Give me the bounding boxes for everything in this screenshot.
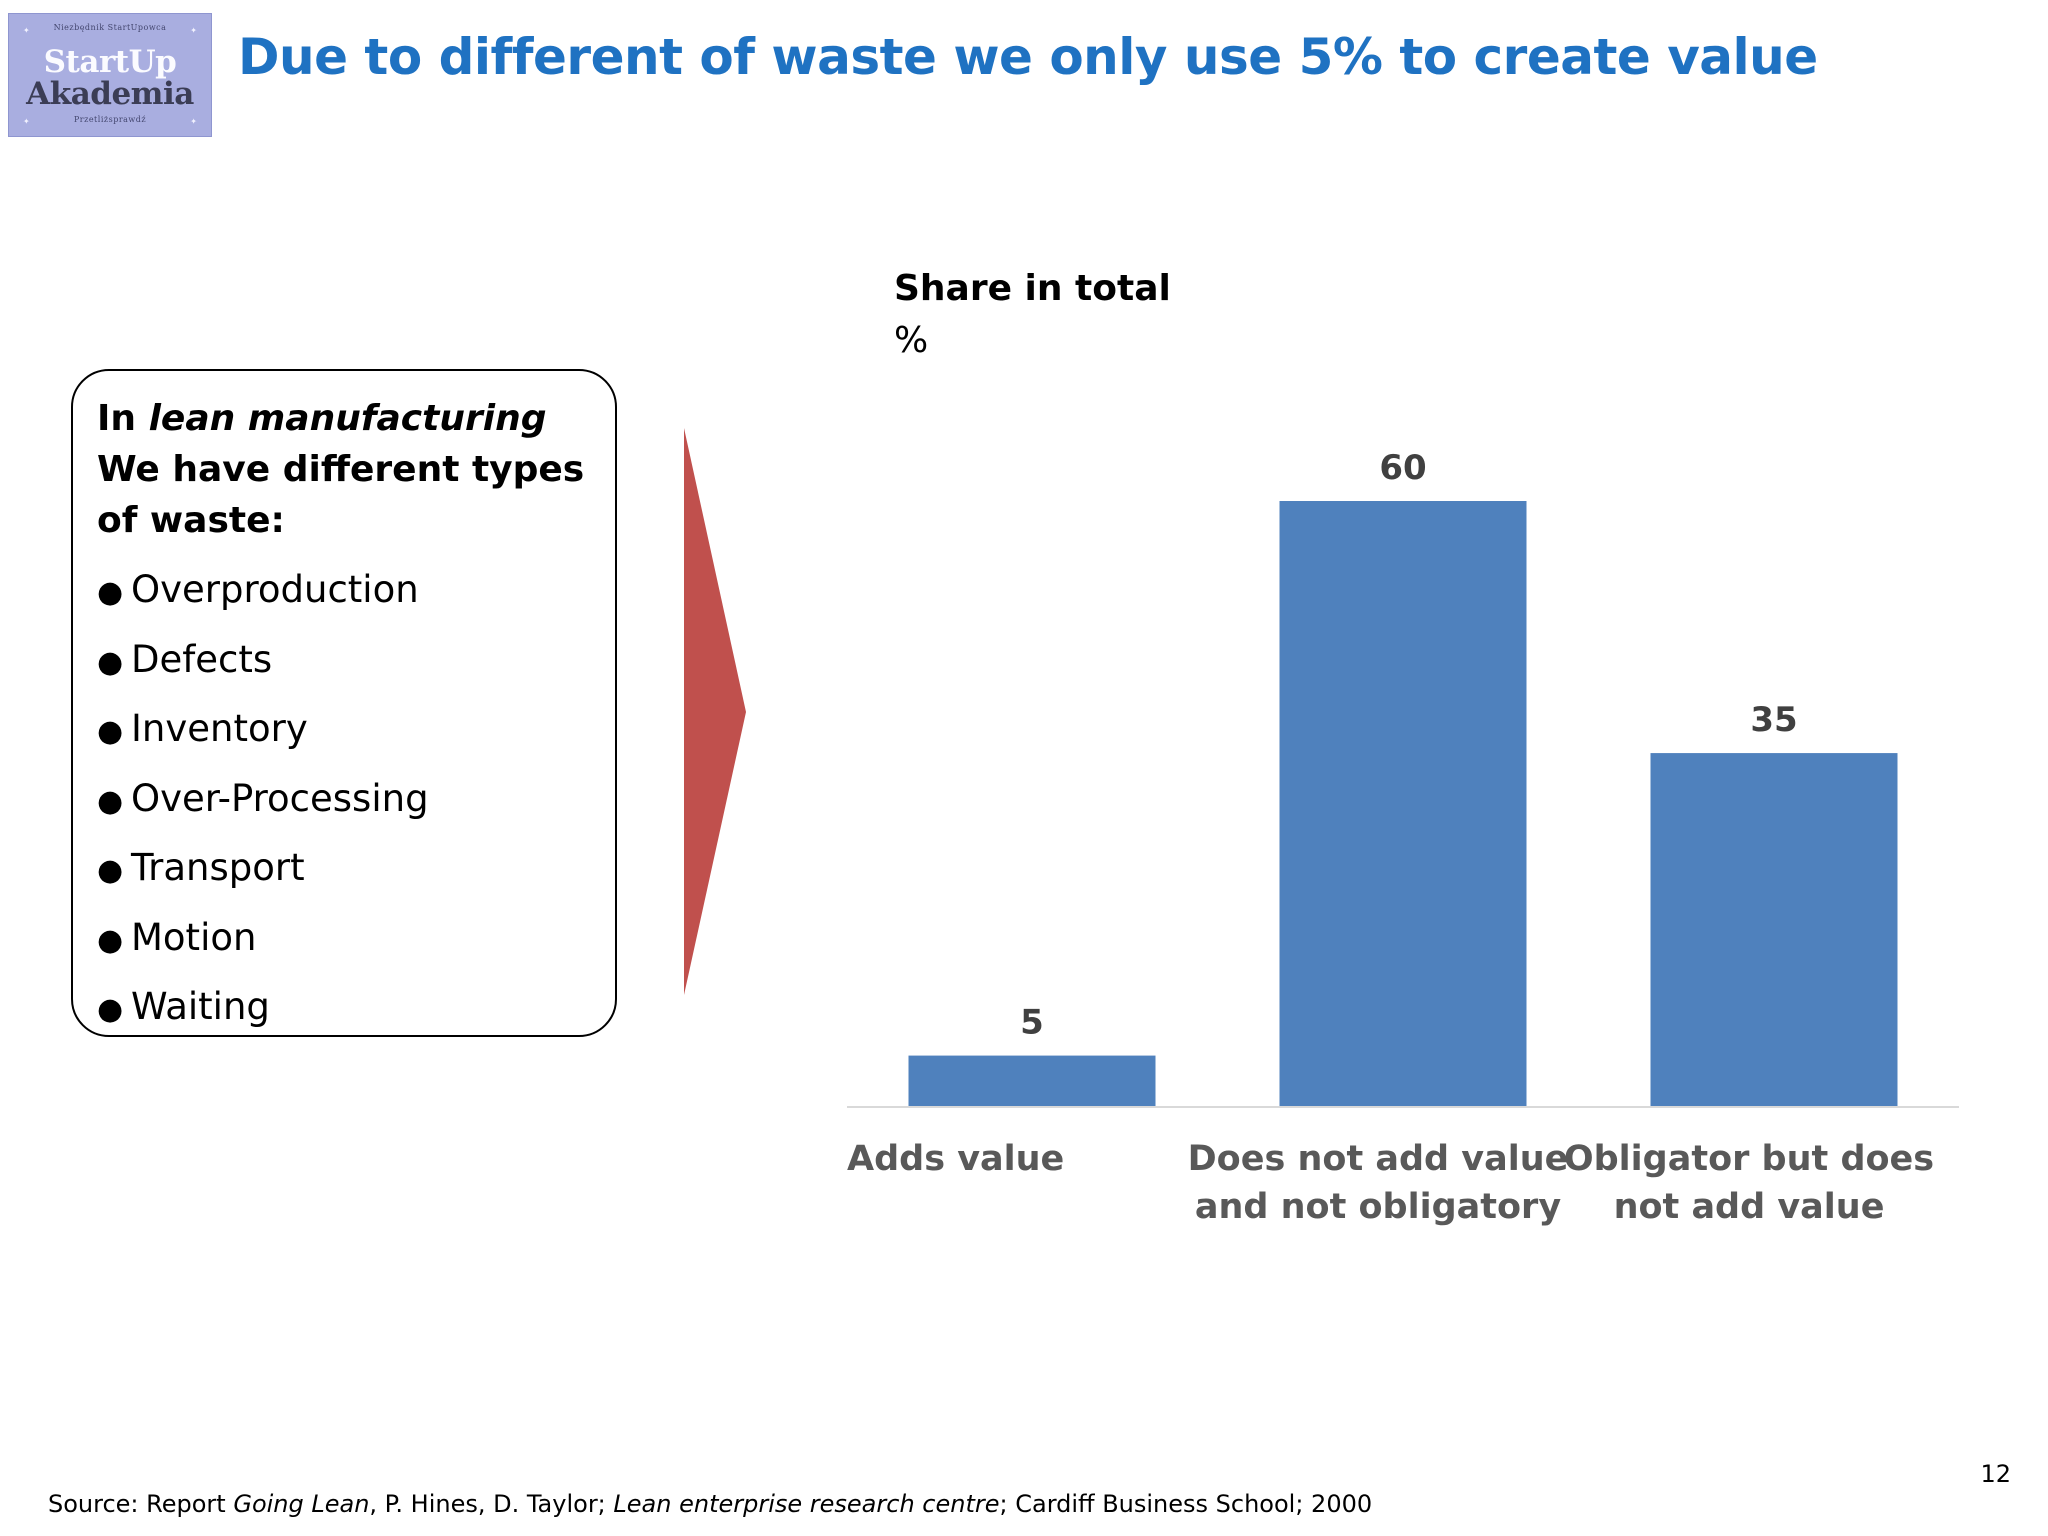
bar-series: 5 Adds value 60 Does not add value and not o…: [847, 448, 1934, 1227]
waste-list-item: ● Overproduction: [97, 557, 429, 627]
logo-star-icon: ✦: [190, 26, 197, 35]
bullet-icon: ●: [97, 783, 124, 819]
source-authors: , P. Hines, D. Taylor;: [369, 1490, 614, 1518]
waste-list-item: ● Motion: [97, 905, 429, 975]
bar-3: [1650, 753, 1898, 1106]
waste-item-label: Motion: [131, 915, 257, 959]
startup-akademia-logo: ✦ ✦ ✦ ✦ Niezbędnik StartUpowca StartUp A…: [8, 13, 212, 137]
bar-1: [908, 1055, 1156, 1106]
slide-title: Due to different of waste we only use 5%…: [238, 28, 1818, 86]
x-tick-label: Obligator but does: [1564, 1139, 1934, 1179]
source-centre: Lean enterprise research centre: [613, 1490, 1000, 1518]
waste-types-box: In lean manufacturing We have different …: [71, 369, 617, 1037]
waste-item-label: Waiting: [131, 985, 270, 1028]
bullet-icon: ●: [97, 853, 124, 888]
source-citation: Source: Report Going Lean, P. Hines, D. …: [48, 1490, 1372, 1518]
bar-2: [1279, 501, 1527, 1106]
bullet-icon: ●: [97, 714, 124, 749]
logo-star-icon: ✦: [23, 26, 30, 35]
source-prefix: Source: Report: [48, 1490, 234, 1518]
source-school: ; Cardiff Business School; 2000: [999, 1490, 1373, 1518]
waste-list-item: ● Waiting: [97, 974, 429, 1044]
chevron-arrow-icon: [684, 428, 746, 995]
chart-unit: %: [894, 320, 928, 361]
logo-tagline: Niezbędnik StartUpowca: [53, 23, 167, 32]
waste-item-label: Over-Processing: [131, 776, 429, 820]
waste-list-item: ● Transport: [97, 835, 429, 905]
bullet-icon: ●: [97, 644, 124, 680]
waste-list-item: ● Over-Processing: [97, 766, 429, 836]
bar-value-label: 60: [1379, 448, 1426, 488]
waste-list-item: ● Inventory: [97, 696, 429, 766]
waste-list: ● Overproduction ● Defects ● Inventory ● Ove…: [97, 557, 429, 1044]
x-tick-label: Adds value: [847, 1139, 1064, 1179]
bullet-icon: ●: [97, 922, 124, 958]
waste-item-label: Transport: [131, 846, 305, 889]
waste-intro-emphasis: lean manufacturing: [148, 398, 547, 439]
waste-list-item: ● Defects: [97, 627, 429, 697]
waste-intro-text: In lean manufacturing We have different …: [97, 393, 597, 546]
logo-subtagline: Przetliżsprawdź: [73, 115, 147, 124]
bar-value-label: 5: [1020, 1003, 1044, 1043]
source-report-title: Going Lean: [233, 1490, 370, 1518]
waste-item-label: Defects: [131, 637, 273, 681]
logo-wordmark-akademia: Akademia: [26, 76, 194, 112]
logo-star-icon: ✦: [190, 117, 197, 126]
logo-wordmark-startup: StartUp: [43, 44, 177, 80]
waste-item-label: Overproduction: [131, 568, 419, 611]
x-tick-label: Does not add value: [1188, 1139, 1569, 1179]
bar-value-label: 35: [1750, 700, 1797, 740]
logo-star-icon: ✦: [23, 117, 30, 126]
x-tick-label: not add value: [1614, 1187, 1885, 1227]
bullet-icon: ●: [97, 575, 124, 610]
waste-item-label: Inventory: [131, 707, 308, 750]
page-number: 12: [1980, 1460, 2011, 1488]
x-tick-label: and not obligatory: [1195, 1187, 1561, 1227]
waste-intro-pre: In: [97, 398, 149, 439]
bullet-icon: ●: [97, 992, 124, 1027]
chart-title: Share in total: [894, 268, 1171, 309]
waste-intro-post: We have different types of waste:: [97, 449, 585, 541]
